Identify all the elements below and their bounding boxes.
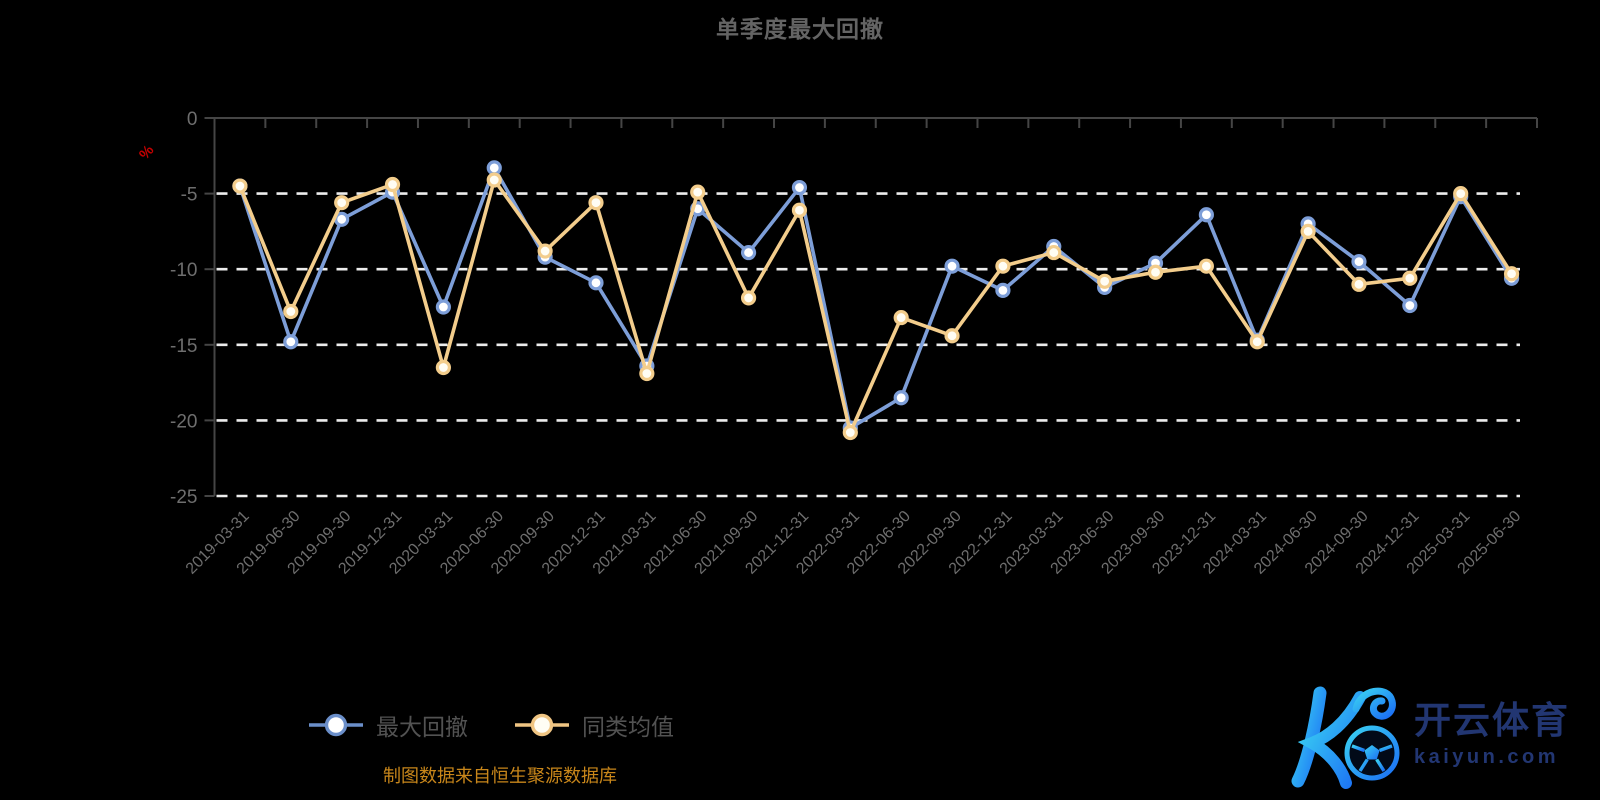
data-point[interactable] bbox=[639, 365, 655, 382]
data-point[interactable] bbox=[842, 424, 858, 441]
data-point[interactable] bbox=[486, 172, 502, 188]
y-tick-label: 0 bbox=[187, 109, 198, 130]
data-point[interactable] bbox=[1249, 334, 1265, 350]
data-point[interactable] bbox=[740, 290, 757, 306]
data-point[interactable] bbox=[435, 299, 451, 315]
data-point[interactable] bbox=[740, 244, 757, 261]
data-point[interactable] bbox=[486, 160, 502, 176]
data-point[interactable] bbox=[1147, 264, 1164, 280]
data-point[interactable] bbox=[1503, 266, 1520, 282]
chart-legend: 最大回撤 同类均值 bbox=[0, 708, 980, 742]
data-point[interactable] bbox=[995, 282, 1011, 298]
legend-item-label: 同类均值 bbox=[582, 714, 674, 740]
data-point[interactable] bbox=[1402, 297, 1418, 314]
data-point[interactable] bbox=[1351, 276, 1367, 292]
page-title: 单季度最大回撤 bbox=[716, 16, 884, 42]
legend-marker-yellow-icon bbox=[515, 713, 569, 737]
y-tick-label: -10 bbox=[170, 260, 197, 281]
legend-item-label: 最大回撤 bbox=[376, 714, 468, 740]
data-point[interactable] bbox=[995, 258, 1011, 274]
data-point[interactable] bbox=[435, 359, 451, 376]
series-line-0 bbox=[238, 166, 1514, 430]
data-point[interactable] bbox=[944, 328, 960, 344]
data-point[interactable] bbox=[283, 334, 299, 350]
kaiyun-logo-mark-icon bbox=[1291, 686, 1400, 789]
line-chart-svg: 0-5-10-15-20-252019-03-312019-06-302019-… bbox=[170, 109, 1538, 578]
data-point[interactable] bbox=[1453, 186, 1469, 202]
data-point[interactable] bbox=[944, 258, 960, 274]
kaiyun-logo-texts: 开云体育 kaiyun.com bbox=[1414, 700, 1570, 769]
data-point[interactable] bbox=[283, 303, 299, 320]
data-point[interactable] bbox=[791, 179, 808, 196]
data-point[interactable] bbox=[384, 176, 401, 193]
y-tick-label: -5 bbox=[181, 185, 198, 206]
data-point[interactable] bbox=[1097, 273, 1113, 289]
y-tick-label: -25 bbox=[170, 487, 197, 508]
data-point[interactable] bbox=[1046, 244, 1062, 261]
data-point[interactable] bbox=[1351, 254, 1367, 270]
data-point[interactable] bbox=[588, 275, 604, 291]
kaiyun-brand-domain: kaiyun.com bbox=[1414, 745, 1560, 768]
data-point[interactable] bbox=[1402, 270, 1418, 286]
data-point[interactable] bbox=[893, 309, 909, 326]
data-point[interactable] bbox=[334, 195, 350, 211]
data-point[interactable] bbox=[791, 202, 808, 218]
data-point[interactable] bbox=[893, 390, 909, 406]
kaiyun-brand-cn: 开云体育 bbox=[1414, 700, 1570, 742]
series-line-1 bbox=[238, 178, 1514, 435]
legend-marker-blue-icon bbox=[309, 713, 363, 737]
data-source-note: 制图数据来自恒生聚源数据库 bbox=[383, 766, 617, 786]
data-point[interactable] bbox=[690, 184, 706, 200]
y-tick-label: -15 bbox=[170, 336, 197, 357]
data-point[interactable] bbox=[1198, 207, 1214, 223]
data-point[interactable] bbox=[1198, 258, 1214, 274]
data-point[interactable] bbox=[537, 243, 553, 259]
legend-item-max-drawdown[interactable]: 最大回撤 bbox=[306, 708, 468, 742]
data-point[interactable] bbox=[1300, 223, 1316, 239]
data-point[interactable] bbox=[232, 178, 248, 194]
data-point[interactable] bbox=[588, 195, 604, 211]
kaiyun-logo[interactable]: 开云体育 kaiyun.com bbox=[1286, 676, 1586, 794]
y-tick-label: -20 bbox=[170, 411, 197, 432]
legend-item-category-average[interactable]: 同类均值 bbox=[512, 708, 674, 742]
